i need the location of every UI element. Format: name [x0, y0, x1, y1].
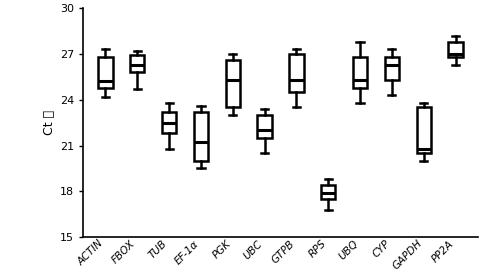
Y-axis label: Ct 値: Ct 値	[43, 110, 56, 135]
PathPatch shape	[194, 112, 208, 161]
PathPatch shape	[98, 57, 113, 87]
PathPatch shape	[416, 107, 431, 153]
PathPatch shape	[226, 60, 240, 107]
PathPatch shape	[162, 112, 176, 133]
PathPatch shape	[353, 57, 367, 87]
PathPatch shape	[257, 115, 272, 138]
PathPatch shape	[385, 57, 399, 80]
PathPatch shape	[289, 54, 304, 92]
PathPatch shape	[448, 42, 463, 57]
PathPatch shape	[130, 55, 145, 72]
PathPatch shape	[321, 185, 335, 199]
